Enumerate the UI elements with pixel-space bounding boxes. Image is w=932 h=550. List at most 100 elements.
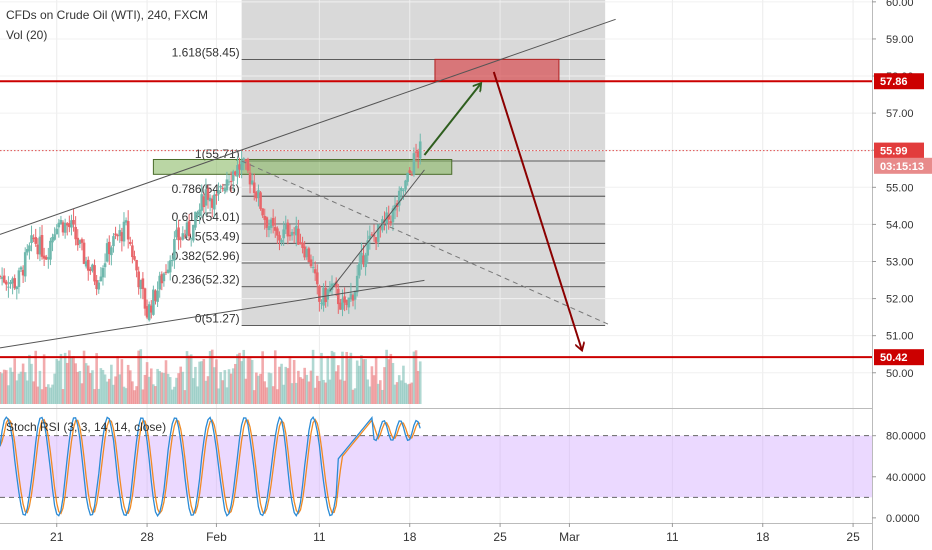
- volume-bar: [404, 382, 407, 404]
- candle-body: [166, 269, 170, 273]
- candle-body: [49, 240, 52, 260]
- candle-body: [107, 241, 111, 255]
- volume-bar: [376, 383, 380, 404]
- price-badge: [874, 157, 932, 174]
- volume-bar: [336, 365, 340, 404]
- candle-body: [23, 252, 27, 277]
- price-badge-label: 03:15:13: [880, 161, 924, 173]
- volume-bar: [227, 369, 231, 404]
- volume-bar: [299, 377, 302, 404]
- projection-arrow: [423, 83, 481, 156]
- volume-bar: [47, 384, 50, 404]
- volume-bar: [99, 368, 103, 404]
- fib-level-label: 0.382(52.96): [172, 249, 240, 263]
- volume-bar: [147, 376, 151, 404]
- volume-bar: [252, 390, 256, 404]
- volume-bar: [74, 363, 77, 404]
- time-tick-label: 25: [846, 530, 860, 544]
- candle-body: [406, 172, 409, 182]
- candle-body: [124, 220, 128, 223]
- candle-body: [381, 219, 384, 231]
- candle-body: [252, 182, 256, 194]
- candle-body: [137, 271, 140, 288]
- candle-body: [145, 306, 149, 318]
- candle-body: [0, 277, 4, 279]
- volume-bar: [219, 372, 222, 404]
- candle-body: [55, 228, 59, 235]
- volume-bar: [65, 362, 69, 404]
- volume-bar: [133, 390, 136, 404]
- price-axis-background: [872, 0, 932, 550]
- candle-body: [320, 302, 323, 304]
- stoch-rsi-label: Stoch RSI (3, 3, 14, 14, close): [6, 420, 167, 434]
- candle-body: [156, 290, 159, 302]
- price-tick-label: 54.00: [886, 219, 914, 231]
- volume-bar: [406, 384, 409, 404]
- projection-arrow: [492, 71, 582, 351]
- candle-body: [336, 288, 340, 305]
- volume-bar: [215, 359, 218, 404]
- candle-body: [351, 295, 355, 301]
- volume-bar: [276, 389, 279, 404]
- candle-body: [181, 233, 185, 240]
- candle-body: [238, 164, 241, 170]
- candle-body: [36, 244, 40, 255]
- candle-body: [30, 235, 33, 244]
- candle-body: [202, 196, 206, 208]
- volume-bar: [326, 355, 330, 404]
- candle-body: [110, 247, 113, 256]
- volume-bar: [284, 366, 288, 404]
- candle-body: [412, 153, 416, 175]
- trendline: [0, 279, 425, 349]
- volume-bar: [311, 349, 315, 404]
- candle-body: [133, 256, 136, 260]
- price-tick-label: 50.00: [886, 368, 914, 380]
- volume-bar: [38, 370, 42, 404]
- volume-bar: [162, 372, 166, 404]
- candle-body: [194, 211, 197, 228]
- volume-bar: [315, 375, 319, 404]
- trendline: [329, 169, 425, 292]
- candle-body: [404, 180, 407, 190]
- candle-body: [334, 281, 338, 288]
- volume-bar: [301, 378, 304, 404]
- candle-body: [299, 242, 302, 244]
- candle-body: [32, 237, 35, 239]
- candle-body: [418, 141, 422, 159]
- candle-body: [95, 280, 98, 290]
- candle-body: [257, 190, 260, 198]
- candle-body: [311, 267, 315, 269]
- candle-body: [120, 232, 124, 242]
- volume-bar: [250, 360, 254, 404]
- volume-bar: [236, 354, 239, 404]
- volume-bar: [410, 382, 414, 404]
- candle-body: [349, 293, 353, 300]
- price-badge: [874, 73, 924, 90]
- volume-bar: [381, 389, 384, 404]
- candle-body: [76, 237, 80, 246]
- candle-body: [131, 245, 134, 258]
- volume-bar: [242, 349, 246, 404]
- candle-body: [82, 242, 86, 264]
- volume-bar: [416, 370, 420, 404]
- candle-body: [147, 304, 151, 321]
- volume-bar: [246, 357, 250, 404]
- candle-body: [17, 270, 21, 287]
- volume-bar: [44, 386, 48, 404]
- price-tick-label: 55.00: [886, 182, 914, 194]
- volume-bar: [263, 381, 267, 404]
- volume-bar: [341, 351, 344, 404]
- candle-body: [198, 209, 201, 217]
- candle-body: [89, 268, 92, 272]
- volume-bar: [320, 352, 323, 404]
- candle-body: [103, 263, 107, 268]
- volume-bar: [7, 385, 10, 404]
- volume-bar: [225, 387, 229, 404]
- volume-bar: [126, 364, 130, 404]
- candle-body: [196, 213, 199, 215]
- volume-bar: [395, 382, 399, 404]
- price-tick-label: 59.00: [886, 34, 914, 46]
- candle-body: [414, 151, 418, 153]
